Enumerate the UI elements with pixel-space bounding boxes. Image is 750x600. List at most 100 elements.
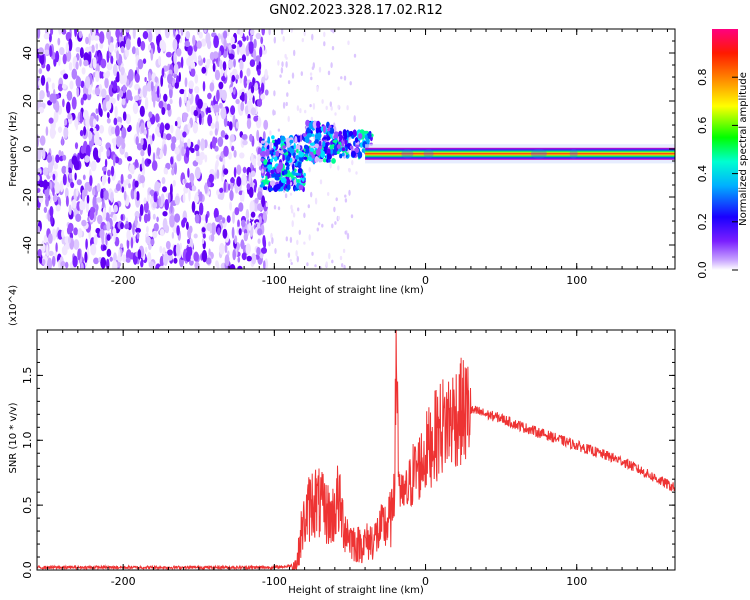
noise-speck bbox=[191, 201, 196, 213]
noise-speck bbox=[75, 46, 81, 53]
noise-speck bbox=[80, 80, 85, 89]
noise-speck bbox=[329, 162, 332, 169]
noise-speck bbox=[37, 148, 42, 161]
noise-speck bbox=[137, 37, 142, 48]
noise-speck bbox=[132, 29, 136, 39]
noise-speck bbox=[353, 53, 357, 58]
noise-speck bbox=[150, 48, 154, 61]
noise-speck bbox=[310, 116, 314, 121]
noise-speck bbox=[205, 32, 211, 45]
noise-speck bbox=[134, 73, 140, 83]
noise-speck bbox=[114, 236, 120, 247]
noise-speck bbox=[91, 44, 95, 53]
noise-speck bbox=[207, 92, 212, 100]
noise-speck bbox=[63, 126, 69, 139]
noise-speck bbox=[186, 100, 191, 113]
noise-speck bbox=[262, 235, 266, 247]
noise-speck bbox=[106, 112, 110, 119]
noise-speck bbox=[119, 88, 124, 98]
noise-speck bbox=[135, 227, 142, 234]
noise-speck bbox=[300, 71, 303, 76]
signal-speck bbox=[341, 140, 345, 147]
noise-speck bbox=[221, 75, 226, 82]
noise-speck bbox=[146, 213, 151, 222]
noise-speck bbox=[96, 114, 99, 122]
noise-speck bbox=[273, 110, 276, 116]
noise-speck bbox=[140, 40, 146, 51]
noise-speck bbox=[76, 87, 80, 98]
noise-speck bbox=[334, 112, 337, 116]
noise-speck bbox=[118, 249, 121, 262]
noise-speck bbox=[349, 81, 352, 86]
noise-speck bbox=[246, 218, 249, 226]
noise-speck bbox=[79, 129, 84, 137]
noise-speck bbox=[233, 88, 236, 95]
noise-speck bbox=[217, 227, 221, 236]
noise-speck bbox=[88, 131, 92, 141]
signal-blob bbox=[401, 148, 414, 159]
noise-speck bbox=[196, 40, 202, 49]
noise-speck bbox=[140, 259, 144, 268]
noise-speck bbox=[332, 29, 335, 34]
noise-speck bbox=[344, 230, 347, 235]
noise-speck bbox=[110, 191, 114, 203]
noise-speck bbox=[156, 147, 160, 157]
noise-speck bbox=[114, 105, 118, 118]
signal-speck bbox=[262, 186, 268, 190]
y-tick-label: -40 bbox=[21, 236, 34, 254]
noise-speck bbox=[192, 122, 198, 134]
noise-speck bbox=[121, 186, 125, 193]
y-tick-label: 40 bbox=[21, 46, 34, 60]
signal-speck bbox=[336, 151, 340, 155]
noise-speck bbox=[174, 162, 177, 175]
noise-speck bbox=[256, 246, 261, 256]
noise-speck bbox=[291, 208, 294, 214]
noise-speck bbox=[39, 135, 46, 146]
noise-speck bbox=[249, 133, 253, 142]
noise-speck bbox=[74, 142, 79, 150]
noise-speck bbox=[127, 173, 132, 180]
spectrogram-xlabel: Height of straight line (km) bbox=[288, 285, 424, 296]
noise-speck bbox=[164, 199, 169, 211]
noise-speck bbox=[135, 136, 139, 146]
noise-speck bbox=[222, 217, 226, 224]
noise-speck bbox=[348, 189, 351, 196]
noise-speck bbox=[226, 120, 230, 127]
noise-speck bbox=[162, 218, 168, 231]
noise-speck bbox=[130, 237, 134, 249]
noise-speck bbox=[239, 29, 244, 38]
noise-speck bbox=[79, 47, 84, 59]
noise-speck bbox=[125, 113, 132, 125]
noise-speck bbox=[51, 228, 57, 241]
noise-speck bbox=[37, 29, 41, 39]
noise-speck bbox=[282, 101, 286, 109]
signal-speck bbox=[316, 120, 321, 129]
noise-speck bbox=[231, 145, 235, 152]
noise-speck bbox=[159, 229, 165, 237]
noise-speck bbox=[237, 256, 241, 263]
noise-speck bbox=[142, 58, 147, 64]
noise-speck bbox=[136, 121, 140, 135]
noise-speck bbox=[48, 161, 53, 173]
noise-speck bbox=[100, 71, 105, 79]
noise-speck bbox=[221, 89, 228, 101]
noise-speck bbox=[218, 214, 223, 221]
noise-speck bbox=[57, 37, 61, 46]
noise-speck bbox=[165, 240, 171, 250]
noise-speck bbox=[159, 255, 164, 268]
signal-speck bbox=[291, 170, 295, 175]
noise-speck bbox=[251, 253, 257, 265]
noise-speck bbox=[321, 99, 324, 104]
noise-speck bbox=[292, 212, 296, 218]
noise-speck bbox=[90, 29, 93, 36]
noise-speck bbox=[116, 71, 120, 81]
noise-speck bbox=[257, 238, 261, 244]
noise-speck bbox=[169, 98, 173, 105]
noise-speck bbox=[222, 61, 227, 71]
noise-speck bbox=[164, 168, 169, 175]
noise-speck bbox=[167, 192, 171, 204]
signal-speck bbox=[267, 136, 271, 144]
noise-speck bbox=[286, 92, 289, 97]
colorbar-gradient bbox=[712, 29, 738, 270]
signal-speck bbox=[286, 178, 291, 186]
